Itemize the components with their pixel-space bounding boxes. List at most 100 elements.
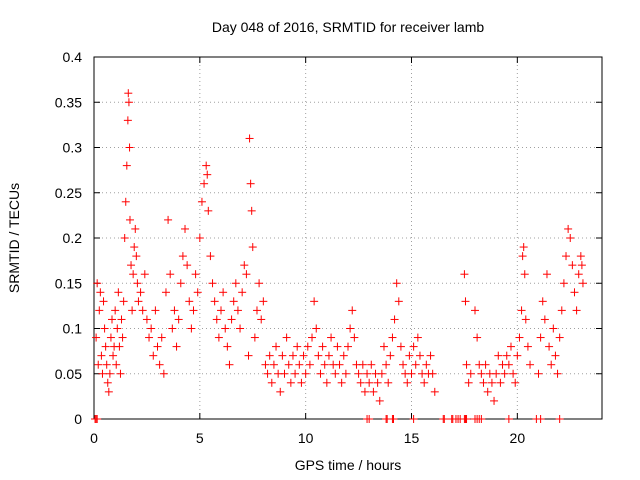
data-point (122, 161, 131, 170)
data-point (500, 369, 509, 378)
data-point (204, 206, 213, 215)
data-point (93, 279, 102, 288)
data-point (104, 387, 113, 396)
data-point (193, 288, 202, 297)
data-point (314, 351, 323, 360)
data-point (288, 351, 297, 360)
data-point (125, 215, 134, 224)
data-point (115, 342, 124, 351)
data-point (247, 206, 256, 215)
data-point (181, 224, 190, 233)
data-point (187, 324, 196, 333)
data-point (420, 378, 429, 387)
data-point (151, 306, 160, 315)
data-point (120, 234, 129, 242)
data-point (308, 333, 317, 342)
data-point (409, 415, 418, 423)
data-point (269, 360, 278, 369)
data-point (267, 378, 276, 387)
data-point (384, 378, 393, 387)
data-point (134, 297, 143, 306)
data-point (568, 261, 577, 270)
data-point (462, 360, 471, 369)
data-point (333, 342, 342, 351)
axis-ticks: 0 0.05 0.1 0.15 0.2 0.25 0.3 0.35 0.4 0 5 10 15 20 (55, 49, 602, 446)
data-point (130, 243, 139, 252)
data-point (265, 351, 274, 360)
y-tick-label: 0.15 (55, 275, 82, 291)
data-point (131, 224, 140, 233)
data-point (570, 288, 579, 297)
data-point (119, 297, 128, 306)
data-point (124, 98, 133, 107)
data-point (286, 378, 295, 387)
data-point (348, 306, 357, 315)
data-point (157, 333, 166, 342)
data-point (536, 415, 545, 423)
data-point (504, 360, 513, 369)
data-point (116, 369, 125, 378)
data-point (212, 315, 221, 324)
data-point (545, 342, 554, 351)
data-point (217, 306, 225, 315)
data-point (358, 360, 367, 369)
data-point (536, 333, 545, 342)
data-point (405, 351, 414, 360)
data-point (502, 351, 511, 360)
data-point (252, 306, 261, 315)
data-point (303, 342, 312, 351)
data-point (261, 360, 270, 369)
data-point (191, 270, 200, 279)
data-point (518, 252, 527, 261)
data-point (346, 324, 355, 333)
data-point (413, 333, 422, 342)
data-point (113, 324, 122, 333)
data-point (562, 252, 571, 261)
data-point (305, 360, 314, 369)
data-point (422, 360, 431, 369)
data-point (409, 342, 418, 351)
data-point (233, 306, 242, 315)
data-point (379, 342, 388, 351)
data-point (250, 333, 259, 342)
data-point (206, 252, 215, 261)
y-tick-label: 0.25 (55, 185, 82, 201)
data-point (272, 342, 281, 351)
data-point (473, 333, 482, 342)
x-tick-label: 15 (404, 430, 420, 446)
data-point (316, 369, 325, 378)
data-points (91, 89, 587, 423)
data-point (255, 279, 264, 288)
data-point (236, 324, 245, 333)
data-point (389, 415, 398, 423)
data-point (555, 415, 564, 423)
data-point (538, 297, 547, 306)
data-point (99, 297, 108, 306)
data-point (227, 315, 236, 324)
data-point (487, 378, 496, 387)
data-point (382, 360, 391, 369)
data-point (549, 324, 558, 333)
data-point (483, 387, 492, 396)
x-axis-label: GPS time / hours (295, 457, 402, 473)
data-point (123, 116, 132, 125)
data-point (327, 333, 336, 342)
data-point (295, 360, 304, 369)
data-point (103, 378, 112, 387)
data-point (106, 333, 115, 342)
data-point (166, 270, 175, 279)
data-point (411, 360, 420, 369)
data-point (540, 315, 549, 324)
data-point (520, 270, 529, 279)
data-point (344, 342, 352, 351)
data-point (496, 378, 505, 387)
data-point (136, 288, 145, 297)
data-point (231, 279, 240, 288)
data-point (477, 415, 486, 423)
data-point (155, 360, 164, 369)
data-point (354, 369, 363, 378)
data-point (127, 261, 136, 270)
data-point (365, 378, 374, 387)
data-point (164, 215, 173, 224)
data-point (375, 396, 384, 405)
